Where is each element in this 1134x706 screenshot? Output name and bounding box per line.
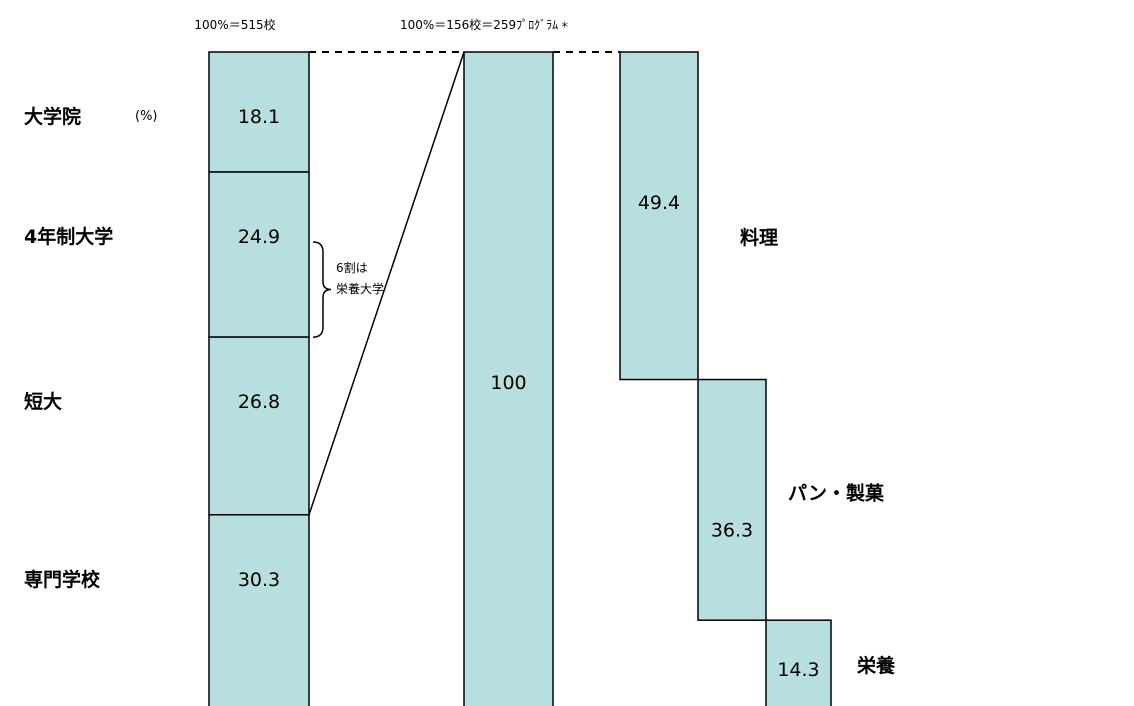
- connector-layer: [308, 51, 620, 516]
- unit-label: (%): [135, 109, 158, 124]
- text-layer: 100%＝515校 (%) 100%＝156校＝259ﾌﾟﾛｸﾞﾗﾑ＊ 6割は …: [24, 17, 896, 681]
- category-label-4: 専門学校: [24, 568, 101, 591]
- left-segment-1: [208, 51, 310, 173]
- left-segment-4: [208, 514, 310, 706]
- category-label-1: 大学院: [24, 105, 81, 128]
- left-column-header: 100%＝515校: [194, 17, 275, 32]
- bar-layer: [208, 51, 832, 706]
- left-segment-value-3: 26.8: [238, 391, 280, 413]
- middle-total-bar: [463, 51, 554, 706]
- annotation-line-2: 栄養大学: [336, 281, 384, 296]
- program-2-bar: [697, 378, 767, 621]
- category-label-2: 4年制大学: [24, 225, 113, 248]
- middle-total-value: 100: [490, 372, 526, 394]
- left-segment-value-1: 18.1: [238, 106, 280, 128]
- annotation-line-1: 6割は: [336, 260, 368, 275]
- annotation-brace: [312, 241, 332, 338]
- program-1-value: 49.4: [638, 192, 680, 214]
- program-3-value: 14.3: [777, 659, 819, 681]
- expand-line-diagonal: [308, 51, 465, 516]
- middle-column-header: 100%＝156校＝259ﾌﾟﾛｸﾞﾗﾑ＊: [400, 17, 569, 32]
- program-3-bar: [765, 619, 832, 706]
- program-2-value: 36.3: [711, 520, 753, 542]
- program-2-label: パン・製菓: [788, 482, 885, 505]
- category-label-3: 短大: [24, 390, 62, 413]
- program-1-bar: [619, 51, 699, 381]
- program-1-label: 料理: [740, 226, 778, 249]
- left-segment-3: [208, 336, 310, 516]
- left-segment-2: [208, 171, 310, 338]
- left-segment-value-4: 30.3: [238, 569, 280, 591]
- middle-column-header-text: 100%＝156校＝259ﾌﾟﾛｸﾞﾗﾑ: [400, 17, 558, 32]
- middle-column-header-mark: ＊: [560, 21, 569, 31]
- program-3-label: 栄養: [856, 654, 896, 677]
- left-segment-value-2: 24.9: [238, 226, 280, 248]
